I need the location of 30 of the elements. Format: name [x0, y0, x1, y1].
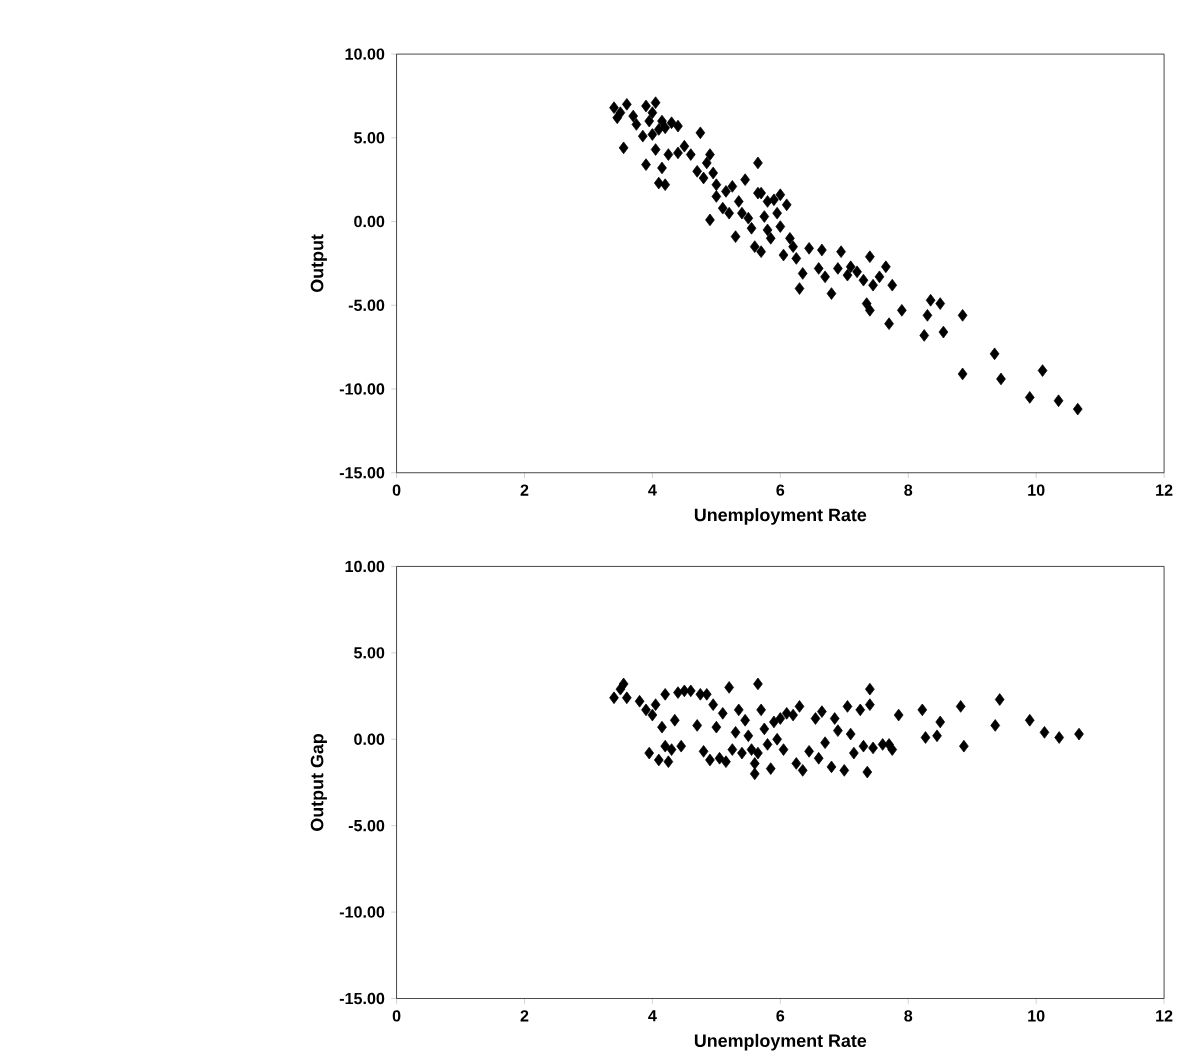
- x-axis-title: Unemployment Rate: [694, 508, 867, 526]
- x-tick-label: 6: [776, 1010, 785, 1022]
- y-tick-label: -15.00: [339, 467, 385, 479]
- y-axis-title: Output Gap: [310, 734, 327, 832]
- y-tick-label: -10.00: [339, 383, 385, 395]
- x-tick-label: 12: [1156, 1010, 1173, 1022]
- x-tick-label: 2: [520, 484, 529, 496]
- x-tick-label: 8: [904, 1010, 913, 1022]
- y-tick-label: 10.00: [345, 560, 385, 573]
- x-tick-label: 6: [776, 484, 785, 497]
- x-tick-label: 10: [1028, 484, 1045, 497]
- x-tick-label: 12: [1156, 484, 1173, 496]
- x-tick-label: 0: [392, 1010, 401, 1022]
- y-tick-label: -5.00: [348, 299, 385, 312]
- y-tick-label: -15.00: [339, 993, 385, 1005]
- y-tick-label: 0.00: [354, 216, 385, 228]
- y-tick-label: -10.00: [339, 906, 385, 919]
- x-tick-label: 4: [648, 1010, 657, 1022]
- y-tick-label: -5.00: [348, 820, 385, 832]
- y-axis-title: Output: [310, 234, 327, 293]
- y-tick-label: 10.00: [345, 48, 385, 61]
- y-tick-label: 5.00: [354, 132, 385, 144]
- x-tick-label: 8: [904, 484, 913, 497]
- x-tick-label: 0: [392, 484, 401, 497]
- x-tick-label: 4: [648, 484, 657, 496]
- x-tick-label: 10: [1028, 1010, 1045, 1022]
- y-tick-label: 5.00: [354, 647, 385, 659]
- y-tick-label: 0.00: [354, 733, 385, 746]
- x-axis-title: Unemployment Rate: [694, 1034, 867, 1051]
- x-tick-label: 2: [520, 1010, 529, 1022]
